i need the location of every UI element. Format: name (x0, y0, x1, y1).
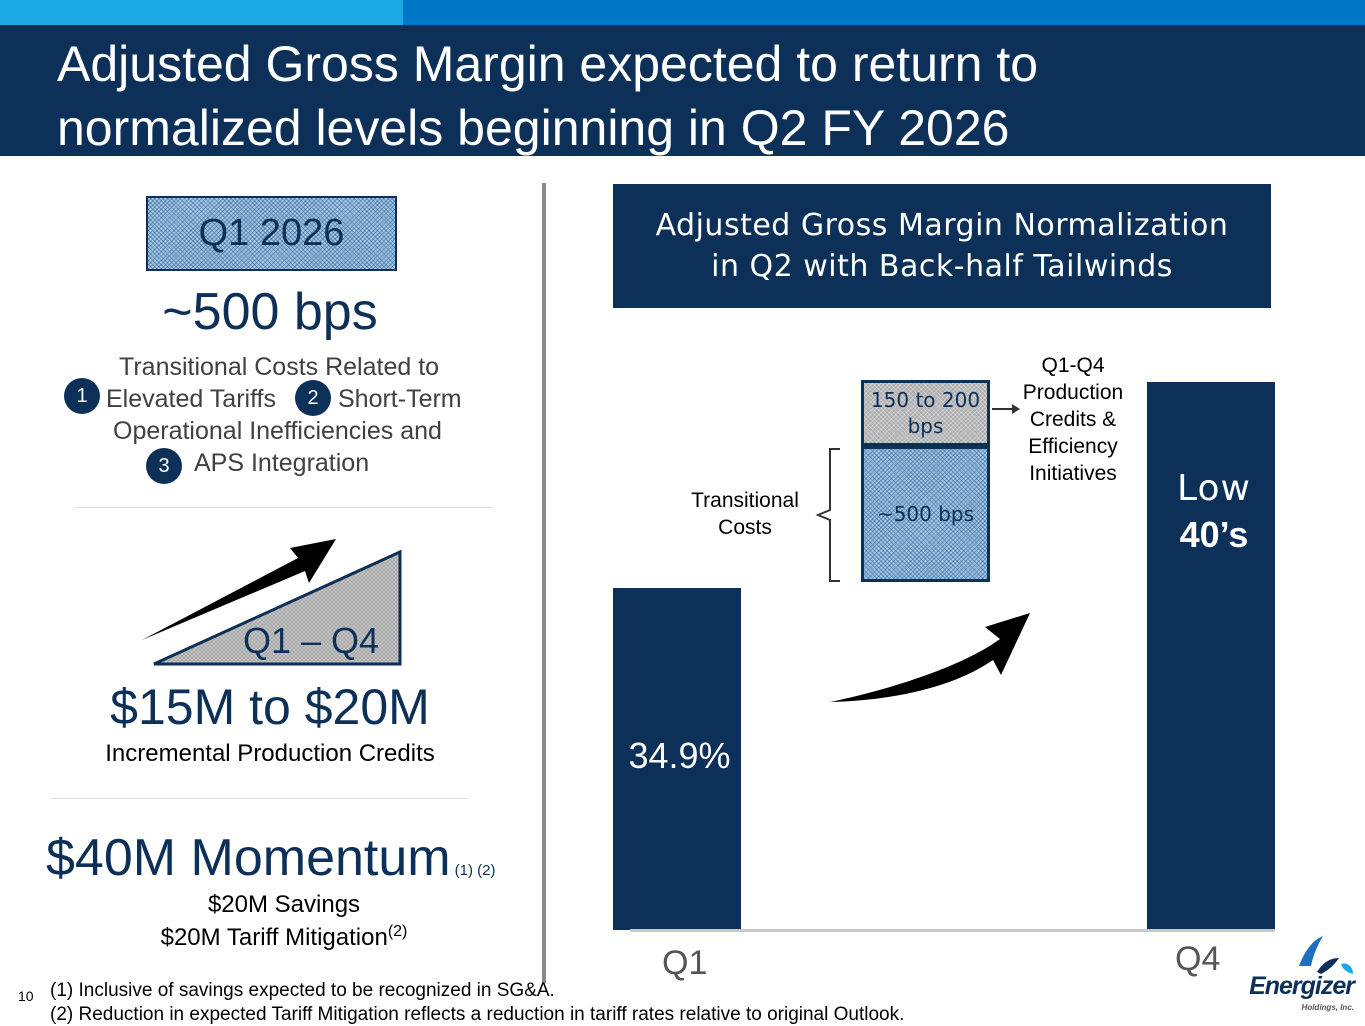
page-number: 10 (18, 988, 34, 1004)
tariff-mitigation-line: $20M Tariff Mitigation(2) (134, 923, 434, 952)
transitional-costs-note: Transitional Costs (691, 489, 799, 539)
x-tick-q4: Q4 (1175, 940, 1221, 978)
page-title-line-1: Adjusted Gross Margin expected to return… (57, 36, 1039, 92)
credits-stack-box: 150 to 200 bps (861, 380, 990, 446)
period-q1-q4-label: Q1 – Q4 (243, 620, 380, 661)
top-accent-bar-dark (403, 0, 1365, 25)
q4-bar (1147, 382, 1275, 930)
page-title-line-2: normalized levels beginning in Q2 FY 202… (57, 100, 1010, 156)
number-badge-2: 2 (295, 380, 331, 416)
growth-triangle-graphic (142, 539, 402, 666)
pointer-arrow-icon (992, 404, 1020, 414)
curved-arrow-icon (830, 613, 1030, 702)
top-accent-bar-light (0, 0, 403, 25)
transitional-costs-line-3: Operational Inefficiencies and (113, 417, 442, 445)
chart-title-box: Adjusted Gross Margin Normalization in Q… (613, 184, 1271, 308)
q1-bar (613, 588, 741, 930)
transitional-stack-box: ~500 bps (861, 446, 990, 582)
chart-title-line-1: Adjusted Gross Margin Normalization (655, 208, 1229, 243)
transitional-costs-line-1: Transitional Costs Related to (119, 353, 440, 381)
tariff-footnote-ref: (2) (387, 923, 408, 940)
momentum-value: $40M Momentum (1) (2) (46, 828, 495, 888)
vertical-divider (542, 183, 546, 983)
transitional-cost-impact: ~500 bps (162, 283, 378, 341)
chart-title-line-2: in Q2 with Back-half Tailwinds (711, 249, 1173, 284)
logo-subtitle: Holdings, Inc. (1301, 1003, 1354, 1012)
production-credits-value: $15M to $20M (110, 679, 430, 735)
momentum-value-text: $40M Momentum (46, 829, 451, 887)
q1-2026-label-box: Q1 2026 (146, 196, 397, 271)
growth-triangle (153, 549, 402, 666)
q1-bar-label: 34.9% (628, 735, 731, 776)
q4-bar-label-top: Low (1177, 468, 1251, 509)
tariff-mitigation-text: $20M Tariff Mitigation (160, 924, 388, 951)
up-right-arrow-icon (142, 539, 336, 640)
page-title: Adjusted Gross Margin expected to return… (57, 32, 1307, 160)
savings-line: $20M Savings (207, 891, 361, 918)
credits-note: Q1-Q4 Production Credits & Efficiency In… (1022, 354, 1124, 485)
q1-2026-label: Q1 2026 (198, 212, 345, 254)
number-badge-1: 1 (64, 378, 100, 414)
divider-line-2 (50, 798, 468, 799)
transitional-item-short-term: Short-Term (338, 385, 462, 413)
transitional-item-tariffs: Elevated Tariffs (106, 385, 277, 413)
header-band (0, 25, 1365, 156)
chart-x-axis (630, 929, 1275, 932)
production-credits-caption: Incremental Production Credits (105, 740, 435, 767)
transitional-stack-label: ~500 bps (876, 502, 975, 526)
logo-wordmark: Energizer (1249, 972, 1355, 1000)
q4-bar-label-bottom: 40’s (1179, 514, 1249, 555)
transitional-item-aps: APS Integration (194, 449, 370, 477)
momentum-footnote-refs: (1) (2) (454, 862, 496, 879)
number-badge-3: 3 (146, 448, 182, 484)
brace-icon (815, 448, 840, 582)
divider-line-1 (75, 507, 492, 508)
energizer-logo-mark-icon (1299, 936, 1353, 974)
x-tick-q1: Q1 (662, 944, 708, 982)
credits-stack-label: 150 to 200 bps (870, 388, 981, 438)
footnote-2: (2) Reduction in expected Tariff Mitigat… (50, 1004, 905, 1025)
footnote-1: (1) Inclusive of savings expected to be … (50, 980, 555, 1001)
